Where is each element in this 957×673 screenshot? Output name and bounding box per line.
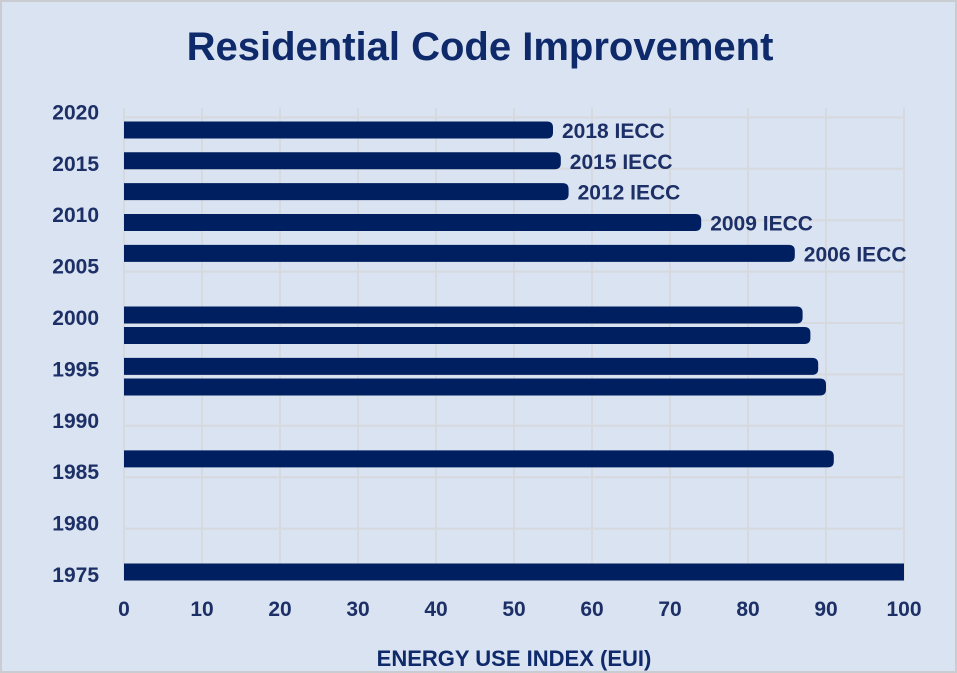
x-tick-label: 60 <box>580 598 603 621</box>
y-tick-label: 1995 <box>52 358 99 381</box>
bar-2009 <box>124 213 702 231</box>
x-tick-label: 50 <box>502 598 525 621</box>
y-tick-label: 1975 <box>52 564 99 587</box>
bar-1993 <box>124 378 826 396</box>
x-tick-label: 100 <box>886 598 921 621</box>
y-tick-label: 2010 <box>52 204 99 227</box>
bar-2006 <box>124 244 795 262</box>
bar-data-label: 2015 IECC <box>570 151 673 174</box>
y-tick-label: 2000 <box>52 307 99 330</box>
x-tick-label: 40 <box>424 598 447 621</box>
bar-data-label: 2018 IECC <box>562 120 665 143</box>
y-tick-label: 2020 <box>52 101 99 124</box>
bar-data-label: 2006 IECC <box>804 243 907 266</box>
y-tick-label: 1985 <box>52 461 99 484</box>
x-tick-label: 0 <box>118 598 130 621</box>
bar-2018 <box>124 121 553 139</box>
x-tick-label: 30 <box>346 598 369 621</box>
x-tick-label: 70 <box>658 598 681 621</box>
bar-1986 <box>124 450 834 468</box>
bar-2000 <box>124 306 803 324</box>
y-tick-label: 2015 <box>52 153 99 176</box>
bar-data-label: 2009 IECC <box>710 212 813 235</box>
x-tick-label: 80 <box>736 598 759 621</box>
x-tick-label: 20 <box>268 598 291 621</box>
x-tick-label: 90 <box>814 598 837 621</box>
bar-data-label: 2012 IECC <box>578 182 681 205</box>
bar-2015 <box>124 152 561 170</box>
chart-title: Residential Code Improvement <box>187 25 774 69</box>
bar-1975 <box>124 563 904 581</box>
x-axis-title: ENERGY USE INDEX (EUI) <box>377 646 652 671</box>
bar-2012 <box>124 183 569 201</box>
bar-1998 <box>124 327 811 345</box>
x-tick-label: 10 <box>190 598 213 621</box>
y-tick-label: 2005 <box>52 256 99 279</box>
bar-1995 <box>124 357 819 375</box>
y-tick-label: 1980 <box>52 513 99 536</box>
y-tick-label: 1990 <box>52 410 99 433</box>
